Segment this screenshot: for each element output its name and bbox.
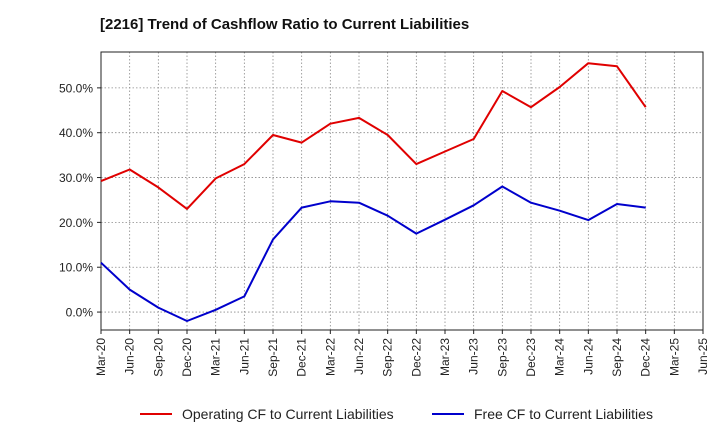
x-axis-ticks: Mar-20 Jun-20 Sep-20 Dec-20 Mar-21 Jun-21 Sep-…: [94, 330, 710, 377]
x-tick-label: Jun-20: [123, 338, 137, 375]
x-tick-label: Dec-21: [295, 338, 309, 377]
x-tick-label: Jun-22: [352, 338, 366, 375]
x-tick-label: Mar-20: [94, 338, 108, 376]
x-tick-label: Sep-24: [610, 338, 624, 377]
x-tick-label: Mar-24: [553, 338, 567, 376]
x-tick-label: Mar-23: [438, 338, 452, 376]
series-lines: [100, 62, 647, 322]
x-tick-label: Jun-21: [237, 338, 251, 375]
x-tick-label: Sep-21: [266, 338, 280, 377]
grid-lines: [101, 52, 703, 330]
y-tick-label: 50.0%: [59, 81, 93, 95]
x-tick-label: Sep-23: [495, 338, 509, 377]
y-tick-label: 30.0%: [59, 171, 93, 185]
y-tick-label: 40.0%: [59, 126, 93, 140]
x-tick-label: Mar-21: [209, 338, 223, 376]
y-tick-label: 0.0%: [66, 306, 94, 320]
chart-title: [2216] Trend of Cashflow Ratio to Curren…: [100, 16, 470, 33]
axes: [100, 51, 704, 331]
series-line-1: [100, 62, 647, 210]
x-tick-label: Jun-23: [467, 338, 481, 375]
y-axis-ticks: 0.0% 10.0% 20.0% 30.0% 40.0% 50.0%: [59, 81, 101, 320]
x-tick-label: Dec-23: [524, 338, 538, 377]
x-tick-label: Dec-20: [180, 338, 194, 377]
x-tick-label: Jun-24: [581, 338, 595, 375]
y-tick-label: 20.0%: [59, 216, 93, 230]
legend: Operating CF to Current Liabilities Free …: [140, 406, 653, 422]
x-tick-label: Mar-25: [667, 338, 681, 376]
plot-frame: [100, 51, 704, 331]
y-tick-label: 10.0%: [59, 261, 93, 275]
x-tick-label: Jun-25: [696, 338, 710, 375]
x-tick-label: Sep-22: [381, 338, 395, 377]
series-line-2: [100, 185, 646, 322]
legend-label: Free CF to Current Liabilities: [474, 406, 653, 422]
x-tick-label: Dec-24: [639, 338, 653, 377]
legend-label: Operating CF to Current Liabilities: [182, 406, 394, 422]
x-tick-label: Sep-20: [151, 338, 165, 377]
x-tick-label: Dec-22: [409, 338, 423, 377]
x-tick-label: Mar-22: [323, 338, 337, 376]
